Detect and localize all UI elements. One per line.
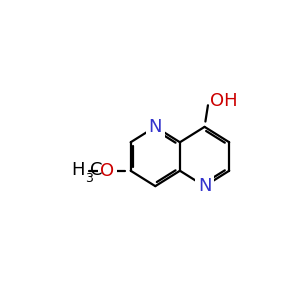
Text: OH: OH — [210, 92, 238, 110]
Text: 3: 3 — [85, 172, 93, 185]
Text: O: O — [100, 162, 115, 180]
Text: N: N — [148, 118, 162, 136]
Text: C: C — [90, 161, 102, 179]
Text: H: H — [71, 161, 85, 179]
Text: N: N — [198, 177, 211, 195]
